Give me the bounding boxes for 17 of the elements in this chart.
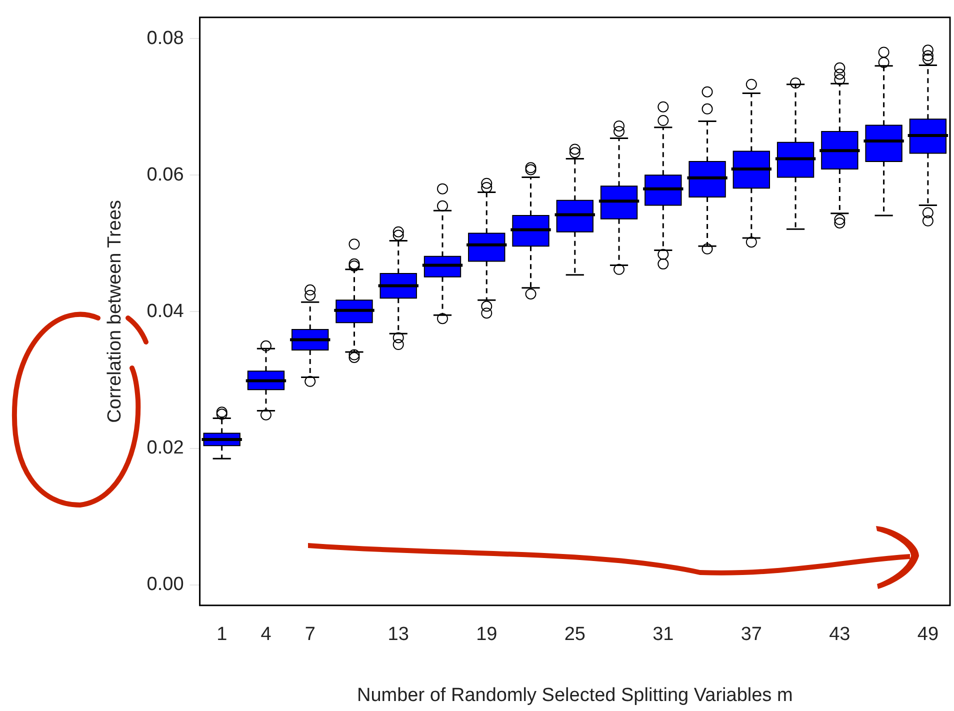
- x-tick-label: 49: [917, 624, 939, 646]
- x-tick-label: 13: [388, 624, 409, 646]
- x-tick-label: 1: [216, 624, 228, 646]
- x-tick-label: 19: [476, 624, 498, 646]
- x-tick-label: 4: [260, 624, 272, 646]
- y-tick-label: 0.02: [146, 438, 184, 459]
- x-tick-label: 43: [829, 624, 850, 646]
- x-tick-label: 7: [304, 624, 316, 646]
- x-tick-label: 37: [740, 624, 762, 646]
- y-axis-title: Correlation between Trees: [104, 200, 126, 423]
- x-tick-label: 25: [564, 624, 586, 646]
- y-tick-label: 0.00: [146, 574, 184, 596]
- y-tick-label: 0.06: [146, 164, 184, 186]
- y-tick-label: 0.04: [146, 300, 184, 322]
- y-tick-label: 0.08: [146, 28, 184, 49]
- x-axis-title: Number of Randomly Selected Splitting Variables m: [356, 684, 793, 706]
- x-tick-label: 31: [652, 624, 674, 646]
